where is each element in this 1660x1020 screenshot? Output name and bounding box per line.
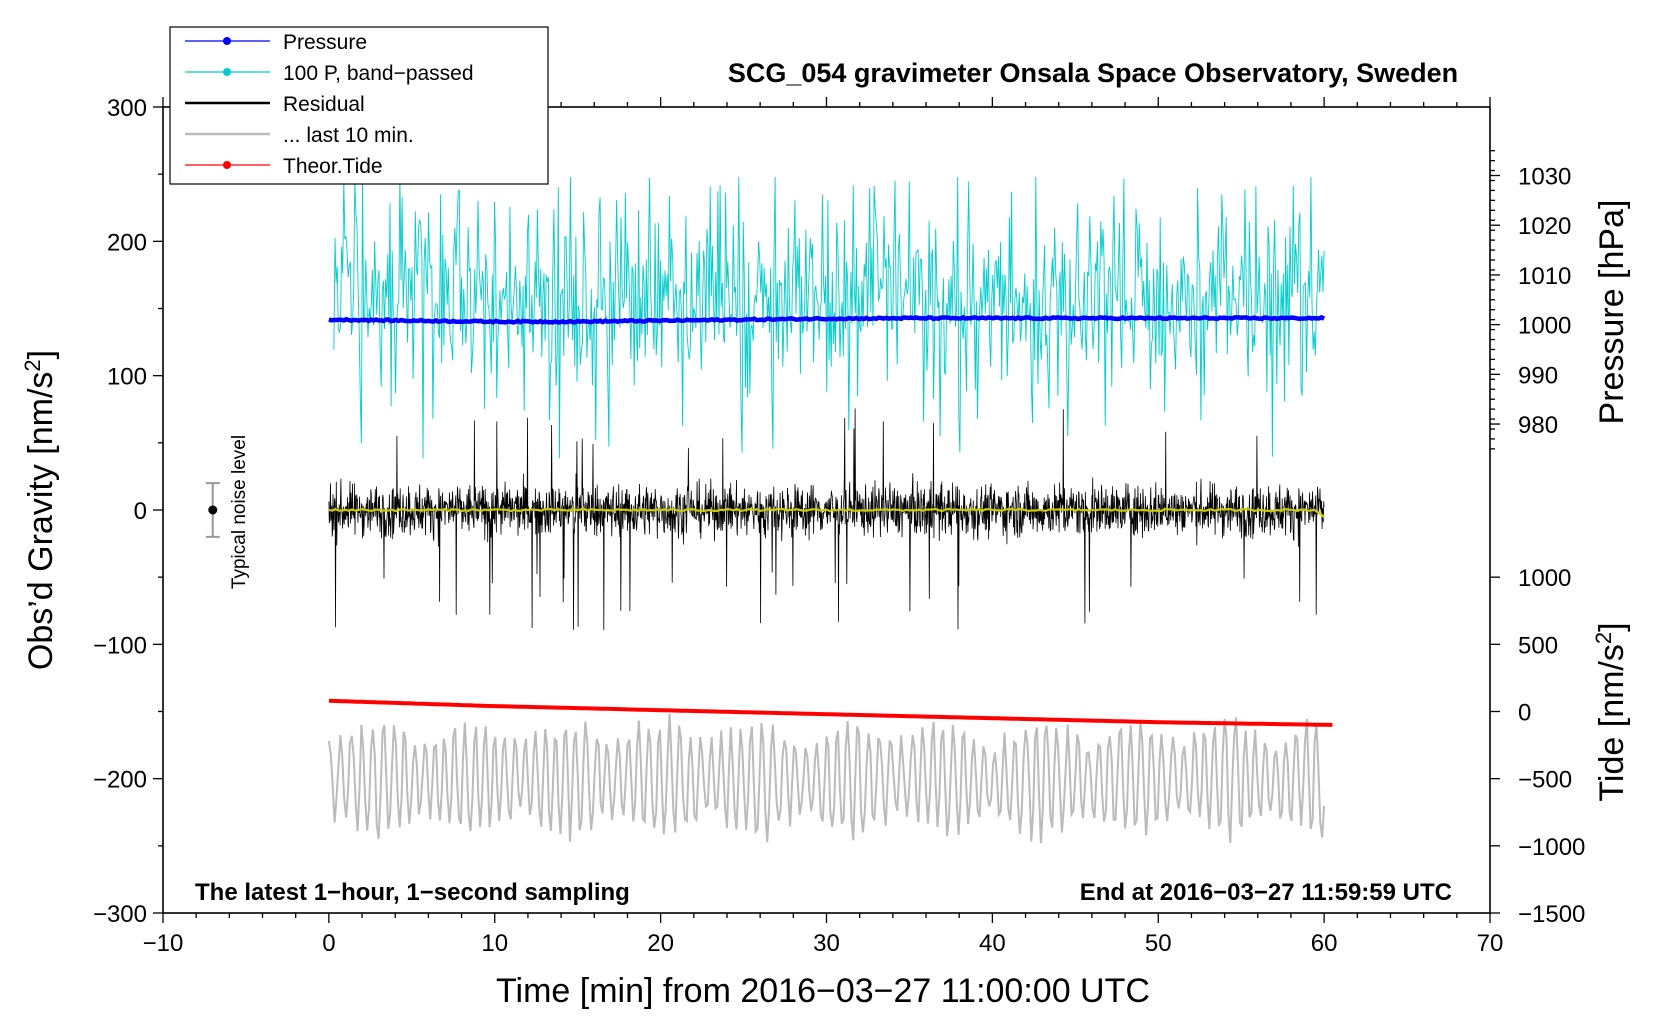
tide-tick-label: 1000 bbox=[1518, 565, 1571, 592]
tide-tick-label: −500 bbox=[1518, 767, 1572, 794]
noise-indicator bbox=[205, 482, 220, 538]
x-tick-label: 50 bbox=[1145, 930, 1172, 957]
legend-swatch-marker bbox=[223, 161, 231, 169]
y-tick-label-left: 100 bbox=[107, 364, 147, 391]
pressure-tick-label: 1020 bbox=[1518, 213, 1571, 240]
tide-tick-label: −1500 bbox=[1518, 901, 1585, 928]
x-tick-label: 60 bbox=[1311, 930, 1338, 957]
y-tick-label-left: −100 bbox=[93, 632, 147, 659]
legend-label: Pressure bbox=[283, 31, 367, 54]
pressure-tick-label: 980 bbox=[1518, 412, 1558, 439]
legend-swatch-marker bbox=[223, 37, 231, 45]
legend-item: Theor.Tide bbox=[185, 155, 383, 178]
y-tick-label-left: −200 bbox=[93, 767, 147, 794]
series-pressure bbox=[328, 314, 1326, 325]
series-last-10-min bbox=[327, 713, 1326, 844]
pressure-tick-label: 990 bbox=[1518, 362, 1558, 389]
legend-label: Residual bbox=[283, 93, 365, 116]
x-tick-label: −10 bbox=[143, 930, 184, 957]
x-tick-label: 20 bbox=[647, 930, 674, 957]
sampling-annotation: The latest 1−hour, 1−second sampling bbox=[195, 879, 630, 906]
legend-swatch-marker bbox=[223, 68, 231, 76]
y-tick-label-left: 0 bbox=[134, 498, 147, 525]
noise-level-label: Typical noise level bbox=[229, 435, 250, 589]
tide-tick-label: 0 bbox=[1518, 700, 1531, 727]
x-axis-title: Time [min] from 2016−03−27 11:00:00 UTC bbox=[496, 972, 1150, 1010]
pressure-axis-title: Pressure [hPa] bbox=[1593, 200, 1631, 425]
pressure-tick-label: 1000 bbox=[1518, 313, 1571, 340]
chart-title: SCG_054 gravimeter Onsala Space Observat… bbox=[728, 58, 1458, 88]
legend-item: 100 P, band−passed bbox=[185, 62, 474, 85]
y-tick-label-left: −300 bbox=[93, 901, 147, 928]
tide-tick-label: −1000 bbox=[1518, 834, 1585, 861]
x-tick-label: 10 bbox=[481, 930, 508, 957]
legend-label: ... last 10 min. bbox=[283, 124, 414, 147]
end-time-annotation: End at 2016−03−27 11:59:59 UTC bbox=[1080, 879, 1452, 906]
y-tick-label-left: 200 bbox=[107, 229, 147, 256]
x-tick-label: 40 bbox=[979, 930, 1006, 957]
legend-label: Theor.Tide bbox=[283, 155, 383, 178]
x-tick-label: 30 bbox=[813, 930, 840, 957]
legend-item: ... last 10 min. bbox=[185, 124, 414, 147]
legend-box bbox=[169, 26, 549, 185]
y-tick-label-left: 300 bbox=[107, 95, 147, 122]
pressure-tick-label: 1010 bbox=[1518, 263, 1571, 290]
legend-item: Pressure bbox=[185, 31, 367, 54]
noise-bar-point bbox=[208, 505, 218, 515]
legend: Pressure 100 P, band−passed Residual ... la… bbox=[169, 26, 549, 185]
x-tick-label: 70 bbox=[1477, 930, 1504, 957]
ticks-layer: −10 0 10 20 30 40 50 60 703002001000−100−200−300… bbox=[93, 95, 1585, 957]
tide-tick-label: 500 bbox=[1518, 632, 1558, 659]
series-layer bbox=[327, 176, 1333, 844]
series-theoretical-tide bbox=[328, 698, 1333, 727]
left-axis-title: Obs’d Gravity [nm/s2] bbox=[20, 350, 60, 670]
x-tick-label: 0 bbox=[322, 930, 335, 957]
legend-item: Residual bbox=[185, 93, 365, 116]
tide-axis-title: Tide [nm/s2] bbox=[1591, 622, 1631, 801]
series-residual-smoothed bbox=[328, 507, 1325, 519]
pressure-tick-label: 1030 bbox=[1518, 164, 1571, 191]
series-residual bbox=[328, 408, 1325, 631]
legend-label: 100 P, band−passed bbox=[283, 62, 474, 85]
